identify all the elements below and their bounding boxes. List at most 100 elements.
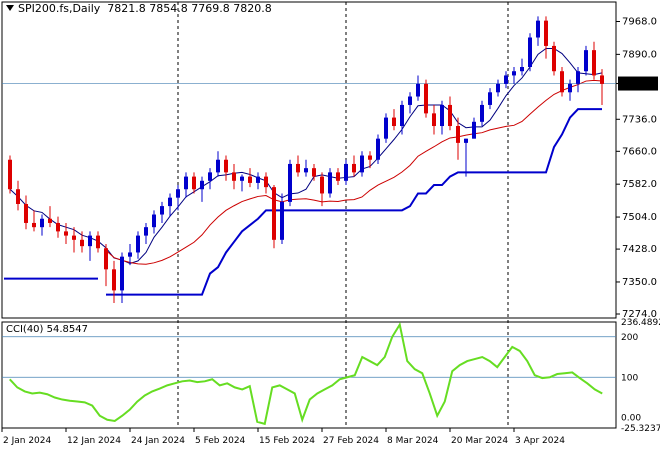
price-tick-label: 7582.0 <box>622 179 657 190</box>
lower-band-line <box>105 79 603 265</box>
candle-body <box>96 235 100 249</box>
candle-body <box>104 248 108 270</box>
candle-body <box>496 83 500 93</box>
date-tick-label: 27 Feb 2024 <box>323 436 379 446</box>
price-tick-label: 7736.0 <box>622 114 657 125</box>
candle-body <box>72 235 76 240</box>
candle-body <box>432 113 436 127</box>
price-tick-label: 7428.0 <box>622 244 657 255</box>
symbol-label: SPI200.fs,Daily <box>18 2 101 15</box>
candle-body <box>336 172 340 181</box>
candle-body <box>40 218 44 228</box>
cci-tick-label: -25.3237 <box>621 424 660 434</box>
cci-panel <box>2 321 616 426</box>
stop-line <box>106 108 602 296</box>
date-tick-label: 3 Apr 2024 <box>515 436 565 446</box>
candle-body <box>512 71 516 76</box>
candle-body <box>232 172 236 181</box>
candle-body <box>448 104 452 127</box>
price-tick-label: 7660.0 <box>622 146 657 157</box>
candle-body <box>304 168 308 173</box>
candle-body <box>200 180 204 190</box>
date-tick-label: 24 Jan 2024 <box>131 436 185 446</box>
cci-frame <box>1 321 617 429</box>
candle-body <box>384 117 388 139</box>
candle-body <box>416 83 420 97</box>
candle-body <box>328 172 332 194</box>
candle-body <box>208 172 212 181</box>
candle-body <box>576 71 580 84</box>
candle-body <box>544 20 548 46</box>
candle-body <box>296 163 300 173</box>
price-tick-label: 7820.8 <box>622 79 657 90</box>
candle-body <box>8 159 12 190</box>
candle-body <box>352 163 356 173</box>
price-tick-label: 7890.0 <box>622 49 657 60</box>
candle-body <box>112 269 116 291</box>
candle-body <box>160 206 164 215</box>
grid <box>1 1 617 429</box>
cci-tick-label: 236.4892 <box>621 318 660 328</box>
candle-body <box>16 189 20 204</box>
overlays <box>2 47 616 296</box>
candle-body <box>376 138 380 160</box>
candle-body <box>600 75 604 84</box>
dropdown-triangle-icon[interactable] <box>6 5 14 11</box>
date-tick-label: 8 Mar 2024 <box>387 436 439 446</box>
candle-body <box>280 201 284 240</box>
date-tick-label: 5 Feb 2024 <box>195 436 246 446</box>
candle-body <box>136 235 140 253</box>
candles <box>8 16 604 304</box>
date-tick-label: 2 Jan 2024 <box>3 436 51 446</box>
candle-body <box>216 159 220 173</box>
upper-band-line <box>9 47 603 264</box>
candle-body <box>176 189 180 198</box>
candle-body <box>536 20 540 38</box>
candle-body <box>240 176 244 181</box>
candle-body <box>368 155 372 160</box>
candle-body <box>120 256 124 291</box>
candle-body <box>48 218 52 223</box>
cci-value: 54.8547 <box>46 324 88 335</box>
candle-body <box>80 239 84 247</box>
candle-body <box>224 159 228 173</box>
candle-body <box>88 235 92 247</box>
candle-body <box>312 168 316 177</box>
candle-body <box>584 50 588 72</box>
candle-body <box>408 96 412 105</box>
candle-body <box>392 117 396 127</box>
candle-body <box>264 176 268 188</box>
candle-body <box>272 187 276 240</box>
candle-body <box>192 176 196 190</box>
candle-body <box>152 214 156 228</box>
candle-body <box>24 203 28 223</box>
candle-body <box>256 176 260 183</box>
price-tick-label: 7504.0 <box>622 212 657 223</box>
candle-body <box>568 83 572 93</box>
date-tick-label: 12 Jan 2024 <box>67 436 121 446</box>
cci-line <box>9 321 603 426</box>
candle-body <box>128 252 132 257</box>
price-tick-label: 7350.0 <box>622 277 657 288</box>
candle-body <box>464 138 468 143</box>
candle-body <box>480 104 484 122</box>
candle-body <box>184 176 188 190</box>
candle-body <box>592 50 596 76</box>
candle-body <box>528 37 532 68</box>
price-tick-label: 7274.0 <box>622 309 657 320</box>
candle-body <box>288 163 292 202</box>
candle-body <box>168 197 172 207</box>
candle-body <box>472 121 476 139</box>
ohlc-values: 7821.8 7854.8 7769.8 7820.8 <box>107 2 272 15</box>
date-tick-label: 20 Mar 2024 <box>451 436 508 446</box>
chart-title: SPI200.fs,Daily 7821.8 7854.8 7769.8 782… <box>6 2 272 15</box>
cci-tick-label: 0.00 <box>621 414 641 424</box>
date-tick-label: 15 Feb 2024 <box>259 436 315 446</box>
candle-body <box>504 75 508 84</box>
candle-body <box>56 222 60 232</box>
cci-title: CCI(40) 54.8547 <box>6 324 88 335</box>
candle-body <box>440 104 444 127</box>
candle-body <box>560 71 564 93</box>
candle-body <box>64 231 68 236</box>
